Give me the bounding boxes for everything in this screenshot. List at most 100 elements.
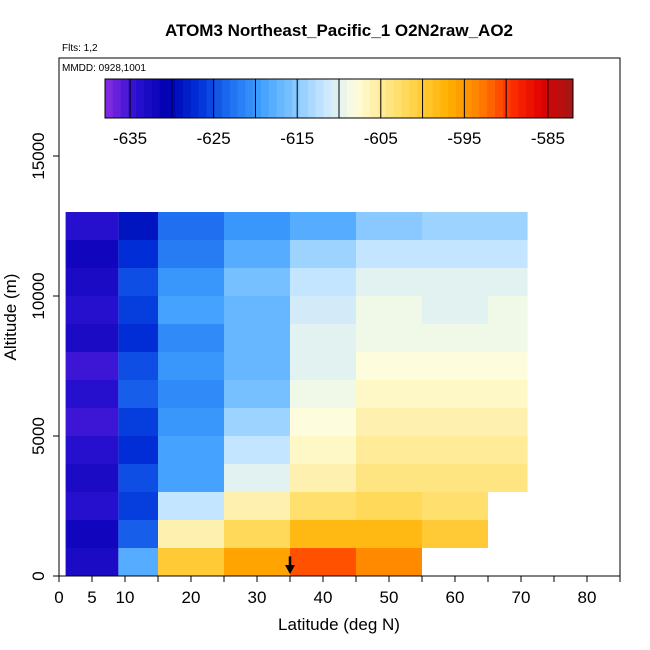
heatmap-cell [422, 436, 488, 464]
dates-label: MMDD: 0928,1001 [62, 63, 146, 74]
colorbar-segment [315, 79, 324, 118]
heatmap-cell [158, 212, 224, 240]
colorbar-segment [479, 79, 488, 118]
heatmap-cell [422, 296, 488, 324]
colorbar-segment [237, 79, 246, 118]
heatmap-cell [158, 548, 224, 576]
heatmap-cell [65, 408, 119, 436]
heatmap-cell [356, 324, 422, 352]
colorbar-segment [183, 79, 192, 118]
heatmap-cell [290, 436, 356, 464]
colorbar-segment [448, 79, 457, 118]
colorbar-segment [175, 79, 184, 118]
heatmap-cell [65, 240, 119, 268]
heatmap-cell [158, 240, 224, 268]
heatmap-cell [65, 436, 119, 464]
heatmap-cell [290, 492, 356, 520]
heatmap-cell [158, 296, 224, 324]
latitude-marker-arrow [285, 556, 295, 574]
y-axis-label: Altitude (m) [1, 274, 20, 361]
heatmap-cell [158, 436, 224, 464]
heatmap-cell [356, 408, 422, 436]
colorbar-segment [292, 79, 301, 118]
heatmap-cell [224, 520, 290, 548]
x-tick-label: 0 [54, 588, 63, 607]
heatmap-cell [65, 324, 119, 352]
heatmap-cell [488, 408, 528, 436]
heatmap-cell [224, 492, 290, 520]
x-tick-label: 80 [578, 588, 597, 607]
heatmap-cell [356, 380, 422, 408]
colorbar-segment [198, 79, 207, 118]
colorbar-segment [526, 79, 535, 118]
heatmap-cell [158, 268, 224, 296]
heatmap-cell [356, 212, 422, 240]
x-tick-label: 30 [248, 588, 267, 607]
y-tick-label: 5000 [29, 417, 48, 455]
x-tick-label: 50 [380, 588, 399, 607]
colorbar-segment [549, 79, 558, 118]
heatmap-cell [65, 548, 119, 576]
colorbar-segment [214, 79, 223, 118]
colorbar-segment [510, 79, 519, 118]
colorbar-segment [456, 79, 465, 118]
colorbar-segment [502, 79, 512, 118]
heatmap-cell [65, 352, 119, 380]
heatmap-cell [488, 380, 528, 408]
colorbar-segment [385, 79, 395, 118]
heatmap-cell [290, 212, 356, 240]
colorbar-segment [268, 79, 278, 118]
heatmap-cell [118, 492, 158, 520]
plot-frame [58, 57, 621, 577]
flights-label: Flts: 1,2 [62, 43, 98, 54]
heatmap-cell [356, 520, 422, 548]
colorbar-segment [300, 79, 309, 118]
heatmap-cell [356, 268, 422, 296]
colorbar-segment [541, 79, 551, 118]
colorbar-segment [190, 79, 200, 118]
colorbar-tick-label: -635 [113, 129, 147, 148]
heatmap-cell [118, 520, 158, 548]
colorbar-segment [307, 79, 317, 118]
heatmap-cell [224, 548, 290, 576]
colorbar-segment [393, 79, 402, 118]
colorbar-segment [120, 79, 129, 118]
heatmap-cell [65, 520, 119, 548]
heatmap-cell [422, 212, 488, 240]
heatmap-cell [290, 408, 356, 436]
colorbar-segment [151, 79, 161, 118]
y-tick-label: 0 [29, 571, 48, 580]
y-tick-label: 10000 [29, 272, 48, 319]
heatmap-cell [356, 296, 422, 324]
heatmap-cell [290, 324, 356, 352]
heatmap-cells [65, 212, 528, 576]
colorbar-segment [229, 79, 239, 118]
heatmap-cell [422, 520, 488, 548]
x-tick-label: 5 [87, 588, 96, 607]
heatmap-cell [118, 352, 158, 380]
x-tick-label: 10 [116, 588, 135, 607]
heatmap-cell [158, 352, 224, 380]
heatmap-cell [290, 268, 356, 296]
heatmap-cell [224, 212, 290, 240]
colorbar-tick-label: -605 [364, 129, 398, 148]
colorbar-segment [206, 79, 215, 118]
colorbar-segment [440, 79, 449, 118]
colorbar-frame [104, 78, 574, 119]
colorbar-segment [432, 79, 441, 118]
heatmap-cell [422, 492, 488, 520]
heatmap-cell [65, 212, 119, 240]
colorbar-segment [276, 79, 285, 118]
x-tick-label: 40 [314, 588, 333, 607]
heatmap-cell [356, 492, 422, 520]
heatmap-cell [356, 352, 422, 380]
heatmap-cell [118, 408, 158, 436]
heatmap-cell [118, 212, 158, 240]
heatmap-cell [422, 240, 488, 268]
heatmap-cell [118, 380, 158, 408]
heatmap-cell [422, 464, 488, 492]
heatmap-cell [356, 548, 422, 576]
heatmap-cell [488, 436, 528, 464]
heatmap-cell [488, 212, 528, 240]
